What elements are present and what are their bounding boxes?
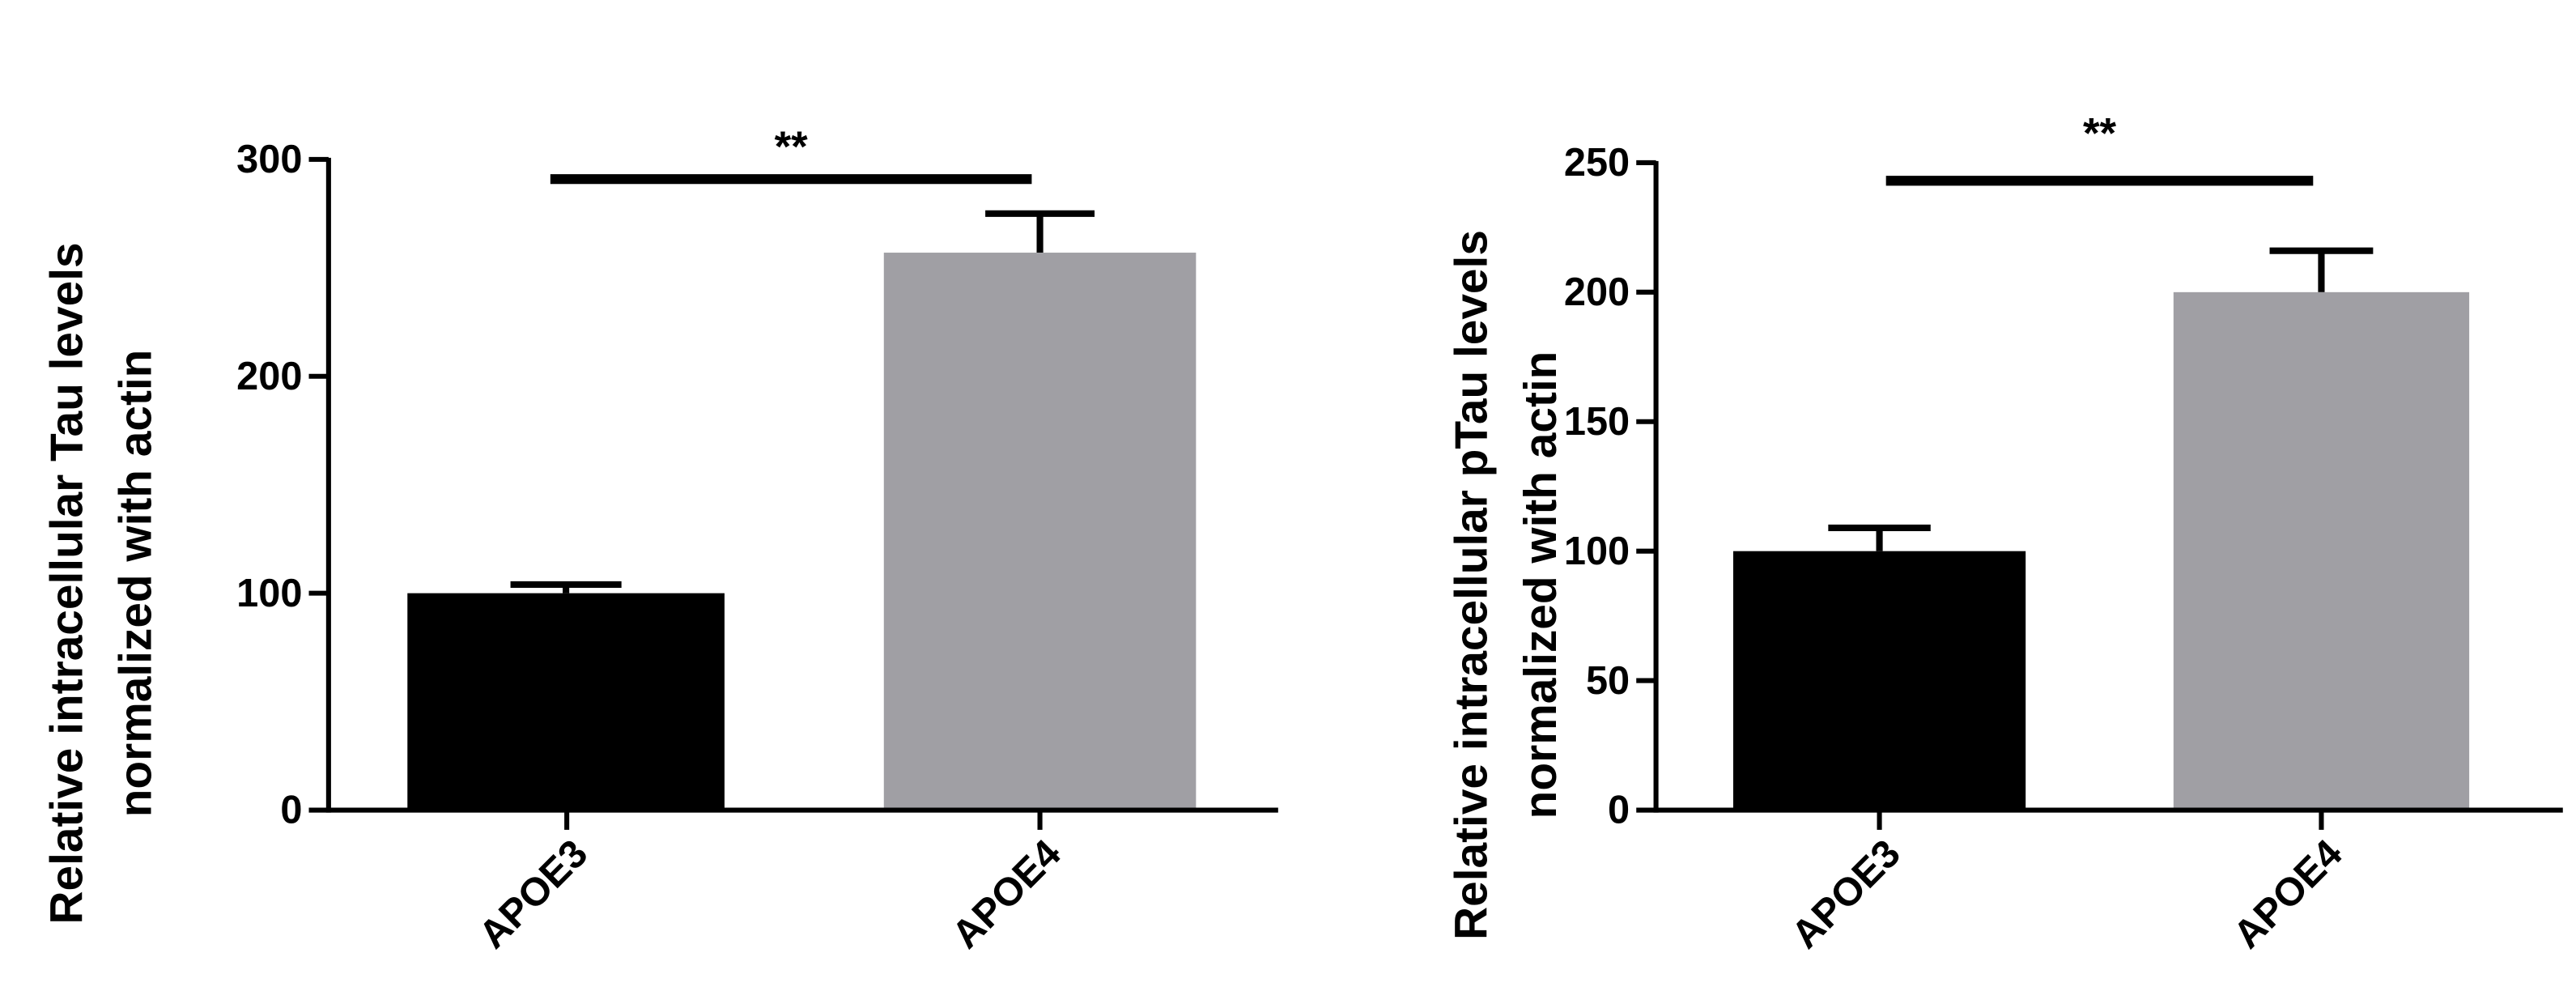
y-tick-label: 100 bbox=[1564, 530, 1630, 573]
y-tick-label: 200 bbox=[236, 355, 302, 398]
x-tick-label: APOE4 bbox=[2225, 832, 2351, 957]
x-tick-label: APOE3 bbox=[470, 832, 596, 957]
y-axis-label: normalized with actin bbox=[111, 350, 162, 818]
y-tick-label: 0 bbox=[1608, 789, 1630, 832]
bar bbox=[1732, 551, 2026, 810]
y-tick-label: 200 bbox=[1564, 270, 1630, 314]
y-axis-label: Relative intracellular pTau levels bbox=[1447, 230, 1498, 940]
bar bbox=[2173, 291, 2470, 810]
significance-label: ** bbox=[2083, 110, 2117, 158]
significance-label: ** bbox=[775, 123, 809, 171]
y-tick-label: 0 bbox=[280, 789, 302, 832]
y-tick-label: 150 bbox=[1564, 400, 1630, 444]
bar bbox=[883, 253, 1197, 810]
y-tick-label: 250 bbox=[1564, 141, 1630, 185]
y-tick-label: 100 bbox=[236, 572, 302, 615]
x-tick-label: APOE4 bbox=[944, 832, 1069, 957]
y-axis-label: normalized with actin bbox=[1515, 351, 1566, 819]
y-tick-label: 50 bbox=[1586, 659, 1630, 703]
bar bbox=[407, 593, 725, 810]
x-tick-label: APOE3 bbox=[1783, 832, 1909, 957]
y-tick-label: 300 bbox=[236, 138, 302, 181]
y-axis-label: Relative intracellular Tau levels bbox=[41, 242, 92, 924]
